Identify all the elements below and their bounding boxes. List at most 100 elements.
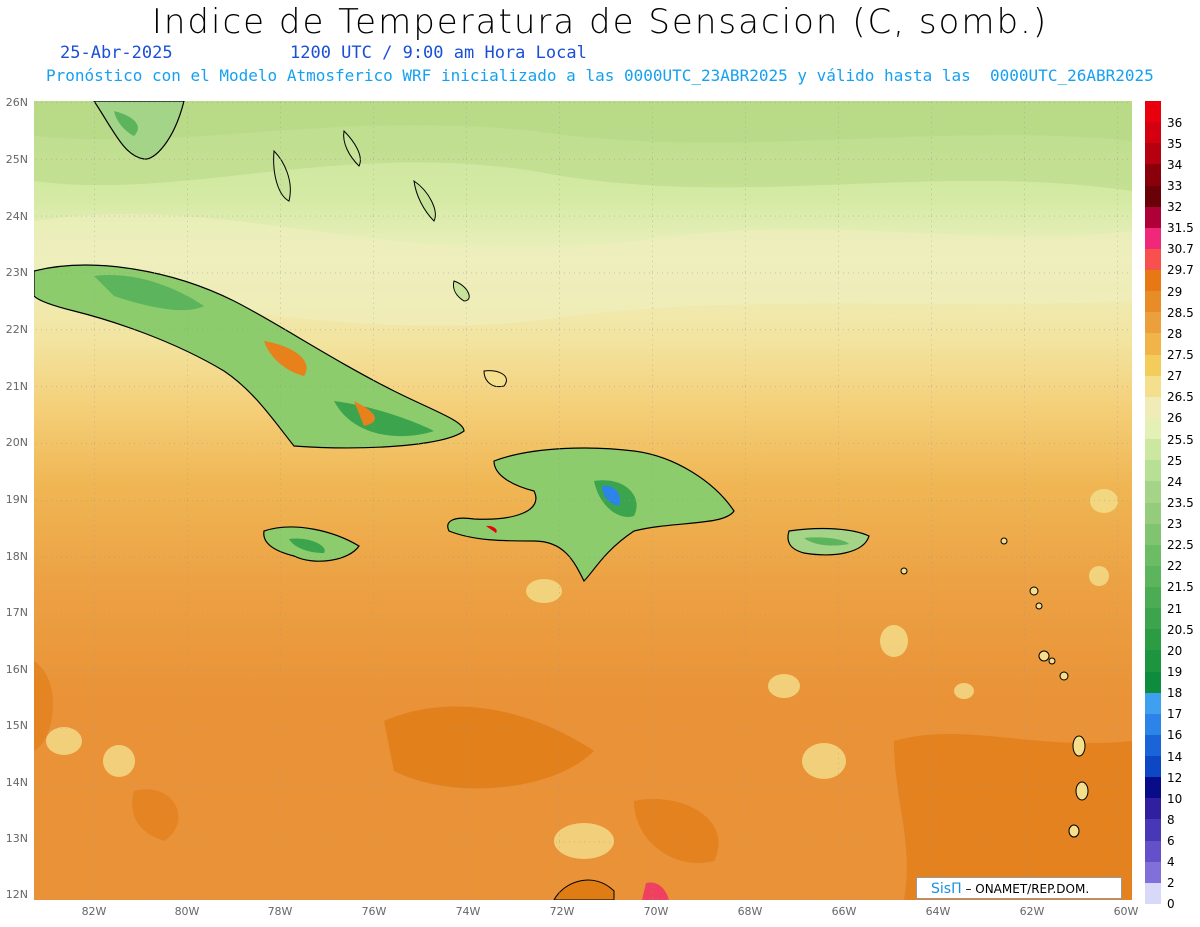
credit-box: SisΠ – ONAMET/REP.DOM. [916,877,1122,899]
colorbar-label: 25.5 [1167,432,1194,447]
colorbar-label: 16 [1167,728,1183,743]
lat-label: 20N [5,436,28,449]
lat-label: 22N [5,323,28,336]
lat-label: 18N [5,550,28,563]
page-title: Indice de Temperatura de Sensacion (C, s… [151,2,1049,42]
colorbar-label: 23.5 [1167,495,1194,510]
lat-label: 13N [5,832,28,845]
lon-label: 74W [455,905,481,918]
colorbar-label: 29 [1167,284,1183,299]
colorbar-label: 31.5 [1167,221,1194,236]
colorbar-cell [1145,861,1161,884]
lat-label: 12N [5,888,28,901]
lat-label: 16N [5,663,28,676]
colorbar-cell [1145,798,1161,820]
colorbar-label: 24 [1167,474,1183,489]
colorbar-cell [1145,460,1161,482]
lat-label: 24N [5,210,28,223]
colorbar-cell [1145,608,1161,630]
colorbar-cell [1145,375,1161,398]
colorbar-label: 22.5 [1167,538,1194,553]
colorbar-cell [1145,248,1161,271]
colorbar-cell [1145,164,1161,187]
lat-label: 14N [5,776,28,789]
colorbar-cell [1145,713,1161,736]
lat-label: 17N [5,606,28,619]
lat-label: 15N [5,719,28,732]
colorbar-label: 33 [1167,178,1183,193]
colorbar-label: 32 [1167,200,1183,215]
colorbar-label: 29.7 [1167,263,1194,278]
colorbar-cell [1145,840,1161,863]
lat-label: 25N [5,153,28,166]
valid-time: 1200 UTC / 9:00 am Hora Local [290,43,587,63]
colorbar-label: 28.5 [1167,305,1194,320]
colorbar-cell [1145,650,1161,673]
lon-label: 66W [831,905,857,918]
colorbar-cell [1145,502,1161,525]
colorbar-label: 25 [1167,453,1183,468]
colorbar-cell [1145,101,1161,123]
colorbar-cell [1145,206,1161,229]
colorbar-cell [1145,544,1161,567]
colorbar [1145,101,1161,905]
colorbar-cell [1145,312,1161,334]
colorbar-label: 6 [1167,834,1175,849]
colorbar-label: 0 [1167,897,1175,912]
colorbar-cell [1145,122,1161,144]
colorbar-label: 21 [1167,601,1183,616]
lon-label: 78W [267,905,293,918]
sispi-logo: SisΠ [931,881,962,897]
colorbar-cell [1145,481,1161,503]
lat-label: 19N [5,493,28,506]
colorbar-cell [1145,396,1161,419]
lon-label: 68W [737,905,763,918]
valid-date: 25-Abr-2025 [60,43,173,63]
colorbar-label: 28 [1167,326,1183,341]
lat-label: 23N [5,266,28,279]
colorbar-label: 21.5 [1167,580,1194,595]
colorbar-label: 34 [1167,157,1183,172]
lon-label: 72W [549,905,575,918]
colorbar-label: 17 [1167,707,1183,722]
colorbar-cell [1145,692,1161,715]
colorbar-label: 18 [1167,686,1183,701]
lat-label: 26N [5,96,28,109]
colorbar-label: 12 [1167,770,1183,785]
colorbar-label: 10 [1167,791,1183,806]
colorbar-cell [1145,439,1161,461]
colorbar-cell [1145,333,1161,356]
forecast-description: Pronóstico con el Modelo Atmosferico WRF… [46,66,1154,85]
colorbar-cell [1145,185,1161,208]
colorbar-cell [1145,734,1161,757]
lon-label: 60W [1113,905,1139,918]
lon-label: 80W [174,905,200,918]
lon-label: 82W [81,905,107,918]
colorbar-label: 20.5 [1167,622,1194,637]
lon-label: 64W [925,905,951,918]
colorbar-cell [1145,291,1161,313]
colorbar-cell [1145,587,1161,609]
colorbar-label: 27 [1167,369,1183,384]
colorbar-cell [1145,143,1161,165]
colorbar-label: 27.5 [1167,348,1194,362]
colorbar-label: 30.7 [1167,242,1194,257]
lon-label: 62W [1019,905,1045,918]
colorbar-cell [1145,417,1161,440]
lon-label: 70W [643,905,669,918]
colorbar-label: 4 [1167,855,1175,870]
colorbar-label: 8 [1167,812,1175,827]
colorbar-cell [1145,756,1161,778]
colorbar-label: 36 [1167,115,1183,130]
lat-label: 21N [5,380,28,393]
colorbar-cell [1145,227,1161,250]
colorbar-cell [1145,882,1161,905]
colorbar-cell [1145,671,1161,694]
colorbar-cell [1145,819,1161,842]
colorbar-label: 20 [1167,643,1183,658]
colorbar-label: 2 [1167,876,1175,891]
colorbar-label: 14 [1167,749,1183,764]
colorbar-label: 35 [1167,136,1183,151]
colorbar-cell [1145,270,1161,292]
colorbar-label: 19 [1167,664,1183,679]
